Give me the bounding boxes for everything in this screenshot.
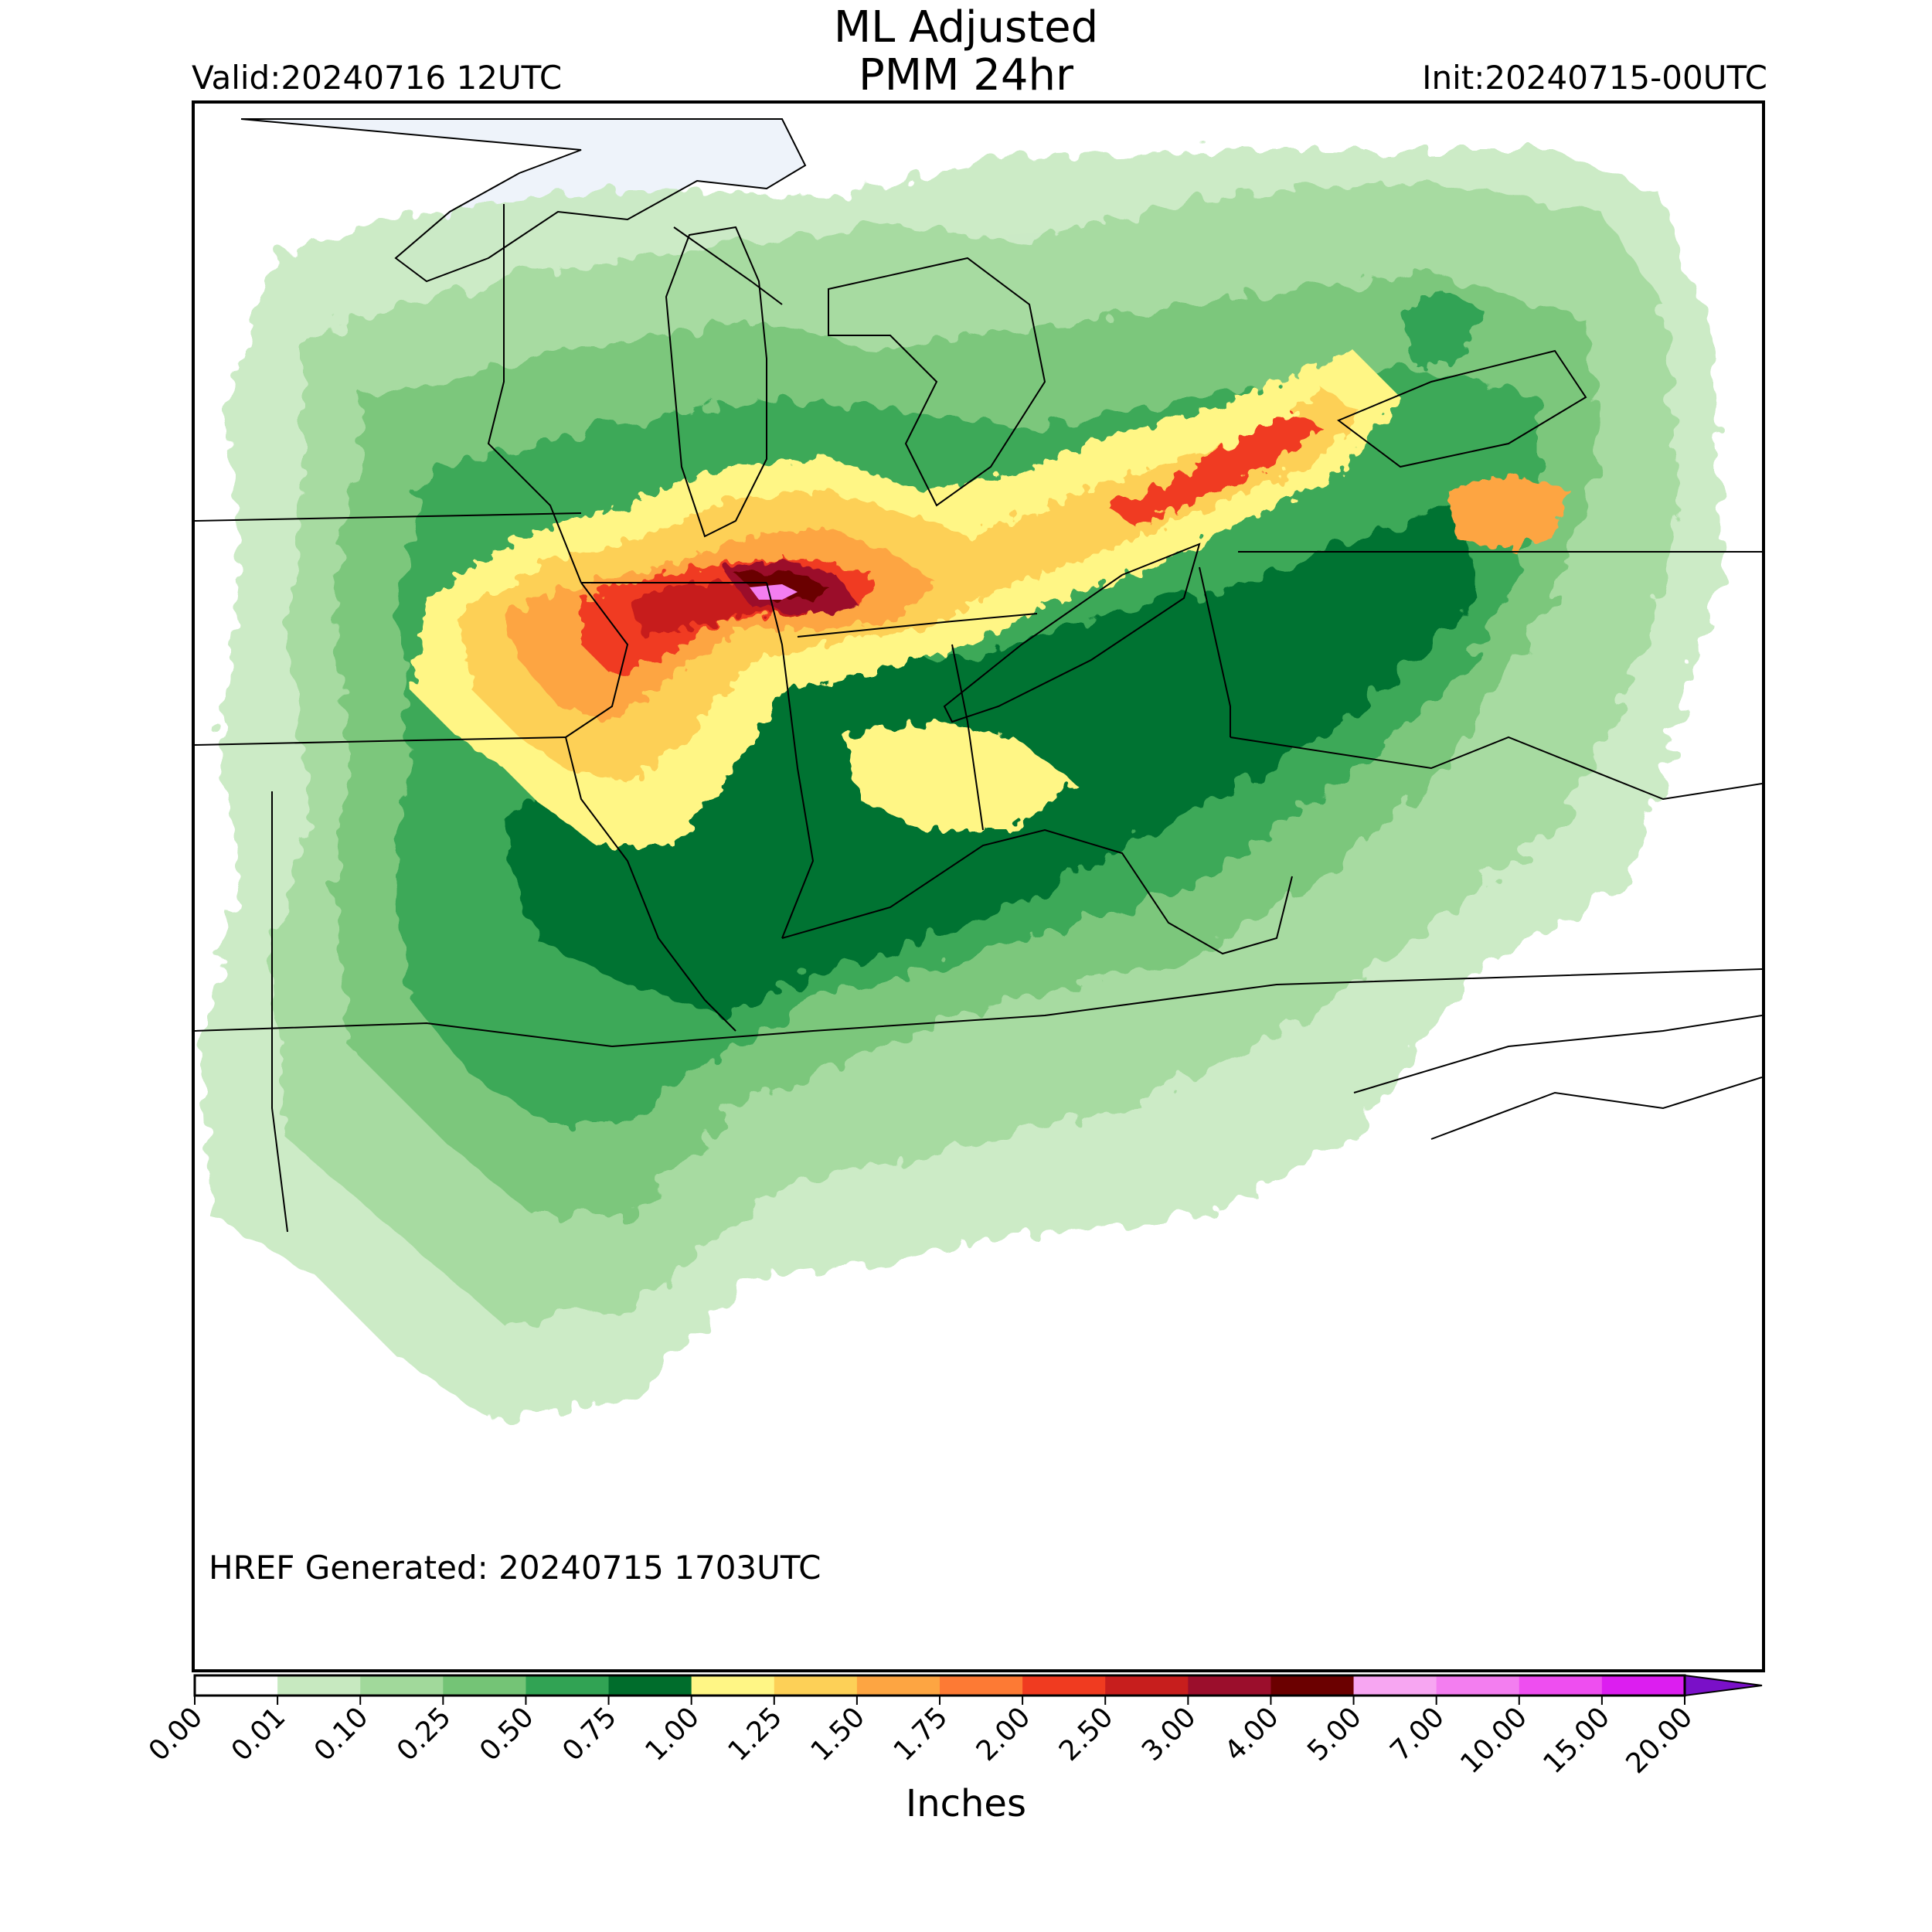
- precip-map: [195, 118, 1762, 1417]
- colorbar-tick-label: 0.25: [391, 1701, 457, 1767]
- colorbar-box: [1022, 1675, 1106, 1696]
- border-ia-mo: [195, 736, 566, 746]
- colorbar-box: [1270, 1675, 1355, 1696]
- colorbar-box: [1436, 1675, 1520, 1696]
- colorbar-box: [608, 1675, 692, 1696]
- precip-extreme-field: [750, 584, 798, 600]
- border-in-oh: [951, 644, 984, 831]
- colorbar-tick-label: 4.00: [1219, 1701, 1285, 1767]
- colorbar-box: [1519, 1675, 1603, 1696]
- border-mississippi: [564, 582, 736, 1032]
- border-wi-mn: [487, 204, 582, 583]
- colorbar-tick-label: 7.00: [1384, 1701, 1451, 1767]
- colorbar-tick-label: 0.10: [308, 1701, 375, 1767]
- map-panel: [192, 100, 1765, 1672]
- border-tn-nc: [1430, 1077, 1762, 1140]
- border-ky-tn: [611, 968, 1762, 1047]
- precip-northeast-blob-orange: [1447, 474, 1570, 552]
- border-ks-mo: [271, 791, 288, 1233]
- colorbar-box: [774, 1675, 858, 1696]
- colorbar-tick-label: 0.50: [474, 1701, 540, 1767]
- colorbar-tick-label: 1.75: [888, 1701, 954, 1767]
- precip-ohio-band-red: [1107, 413, 1323, 529]
- colorbar-tick-label: 0.01: [226, 1701, 292, 1767]
- colorbar-unit-label: Inches: [906, 1782, 1026, 1825]
- colorbar-box: [1601, 1675, 1685, 1696]
- border-il-in: [766, 582, 815, 939]
- border-mi-upper: [673, 226, 783, 305]
- colorbar-box: [1188, 1675, 1271, 1696]
- colorbar-box: [443, 1675, 526, 1696]
- border-ia-mn: [195, 512, 582, 522]
- colorbar-tick-label: 1.50: [805, 1701, 872, 1767]
- colorbar-tick-label: 5.00: [1301, 1701, 1368, 1767]
- chart-title-line2: PMM 24hr: [859, 50, 1073, 100]
- colorbar-tick-label: 1.00: [639, 1701, 706, 1767]
- precip-northeast-blob2: [1400, 289, 1485, 366]
- colorbar-tick-label: 2.50: [1053, 1701, 1120, 1767]
- border-mi-in-oh: [797, 613, 1038, 638]
- colorbar-ticks: [194, 1696, 1685, 1705]
- precip-pink: [750, 584, 798, 600]
- colorbar-box: [1353, 1675, 1437, 1696]
- political-borders: [195, 204, 1762, 1233]
- colorbar-box: [277, 1675, 361, 1696]
- colorbar-tick-label: 0.75: [556, 1701, 623, 1767]
- colorbar-outline: [193, 1674, 1686, 1697]
- colorbar-box: [1105, 1675, 1189, 1696]
- border-wv: [1230, 736, 1762, 801]
- colorbar-tick-label: 10.00: [1454, 1701, 1533, 1780]
- colorbar-tick-label: 0.00: [143, 1701, 209, 1767]
- valid-time-label: Valid:20240716 12UTC: [192, 59, 563, 97]
- colorbar-tick-labels: 0.00 0.01 0.10 0.25 0.50 0.75 1.00 1.25 1.50 1.75…: [143, 1701, 1699, 1780]
- colorbar-tick-label: 2.00: [971, 1701, 1037, 1767]
- colorbar-tick-label: 1.25: [722, 1701, 788, 1767]
- lake-outlines: [240, 118, 1587, 723]
- border-va-nc: [1353, 1015, 1762, 1094]
- colorbar-extend-arrow: [1684, 1674, 1763, 1697]
- colorbar-boxes: [193, 1674, 1763, 1697]
- border-pa-oh: [1199, 566, 1231, 737]
- href-generated-note: HREF Generated: 20240715 1703UTC: [209, 1549, 821, 1587]
- colorbar-box: [360, 1675, 444, 1696]
- precip-heavy-field: [411, 289, 1570, 845]
- colorbar-box: [940, 1675, 1023, 1696]
- chart-title-line1: ML Adjusted: [833, 2, 1099, 53]
- precip-yellow-south: [844, 722, 1076, 830]
- colorbar-tick-label: 20.00: [1620, 1701, 1699, 1780]
- lake-superior: [241, 119, 805, 281]
- colorbar-tick-label: 15.00: [1537, 1701, 1616, 1780]
- border-ohio-river: [781, 828, 1293, 955]
- colorbar-box: [195, 1675, 278, 1696]
- colorbar-box: [691, 1675, 775, 1696]
- colorbar-box: [526, 1675, 610, 1696]
- init-time-label: Init:20240715-00UTC: [1422, 59, 1767, 97]
- colorbar-tick-label: 3.00: [1136, 1701, 1202, 1767]
- colorbar-box: [856, 1675, 940, 1696]
